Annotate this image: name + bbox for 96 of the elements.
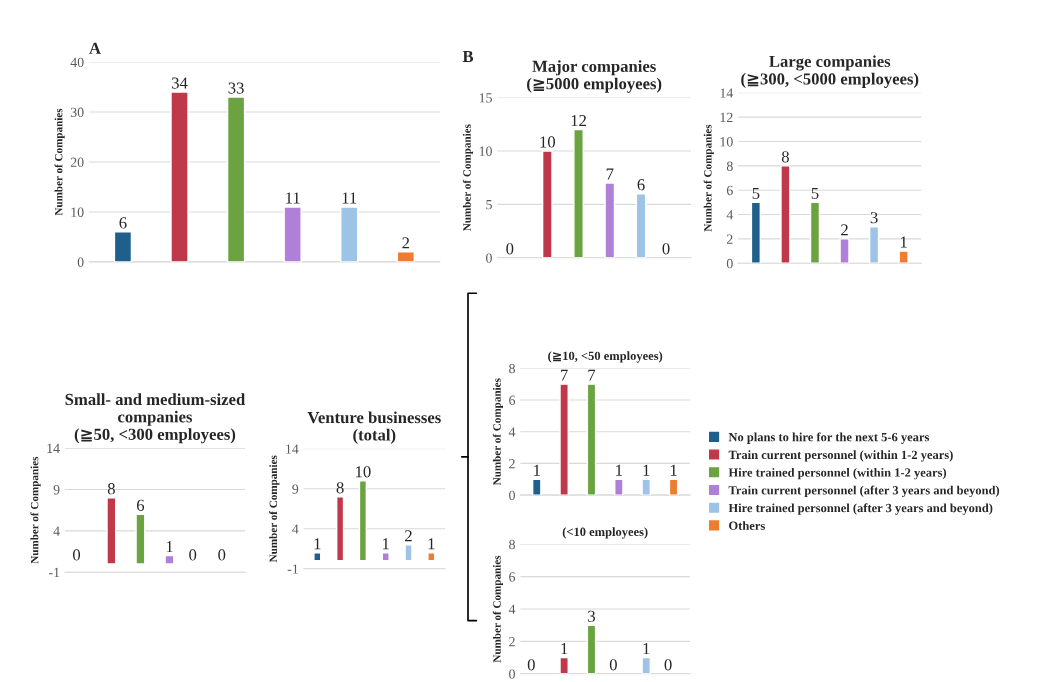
y-tick-label: 14 [47, 443, 60, 453]
y-tick-label: 5 [486, 200, 492, 210]
y-tick-label: 4 [726, 210, 734, 220]
y-tick-label: 20 [70, 157, 84, 167]
data-label: 5 [811, 187, 819, 199]
y-tick-label: 0 [726, 258, 733, 269]
data-label: 1 [428, 538, 435, 550]
y-tick-label: 9 [292, 484, 299, 494]
chart-title: Large companies (≧300, <5000 employees) [741, 55, 919, 89]
data-label: 1 [643, 464, 650, 476]
data-label: 7 [561, 369, 568, 381]
data-label: 10 [540, 136, 556, 148]
data-label: 7 [588, 369, 596, 381]
data-label: 3 [870, 212, 878, 224]
data-label: 12 [571, 114, 586, 127]
data-label: 0 [189, 549, 197, 561]
y-tick-label: 8 [509, 539, 515, 550]
data-label: 0 [662, 243, 670, 255]
data-label: 1 [900, 236, 907, 248]
data-label: 1 [383, 538, 389, 550]
legend-label: Hire trained personnel (within 1-2 years) [728, 467, 947, 480]
data-label: 2 [841, 224, 848, 236]
y-axis-title: Number of Companies [492, 378, 503, 486]
y-axis-title: Number of Companies [269, 455, 280, 563]
data-label: 0 [218, 549, 226, 561]
y-axis-title: Number of Companies [703, 124, 714, 232]
legend-label: Train current personnel (within 1-2 years) [728, 450, 953, 462]
y-tick-label: 6 [726, 185, 733, 196]
y-axis-title: Number of Companies [54, 108, 65, 216]
y-tick-label: 8 [509, 363, 515, 374]
data-label: 33 [228, 82, 244, 94]
data-label: 8 [107, 483, 115, 495]
data-label: 11 [342, 192, 357, 204]
data-label: 1 [616, 464, 623, 476]
data-label: 34 [171, 77, 188, 89]
chart-title: Small- and medium-sized companies (≧50, <300 employees) [65, 393, 246, 444]
y-tick-label: 2 [509, 637, 515, 647]
data-label: 1 [561, 643, 568, 655]
legend-label: No plans to hire for the next 5-6 years [728, 432, 930, 444]
chart-title: A [89, 42, 101, 54]
y-tick-label: 9 [53, 485, 60, 495]
data-label: 0 [527, 659, 535, 671]
data-label: 11 [286, 192, 300, 204]
y-tick-label: 12 [720, 112, 733, 122]
y-tick-label: 8 [726, 161, 733, 171]
y-axis-title: Number of Companies [30, 456, 41, 564]
y-tick-label: 4 [508, 604, 516, 614]
data-label: 1 [314, 538, 321, 550]
y-tick-label: 30 [70, 107, 84, 117]
y-tick-label: 4 [292, 524, 299, 534]
y-axis-title: Number of Companies [462, 124, 474, 232]
data-label: 0 [609, 659, 617, 671]
y-tick-label: 4 [508, 427, 516, 437]
data-label: 6 [119, 217, 127, 229]
data-label: 7 [606, 168, 614, 180]
data-label: 1 [534, 464, 540, 476]
y-tick-label: 10 [720, 137, 733, 147]
y-tick-label: 0 [77, 257, 84, 267]
data-label: 0 [664, 659, 672, 671]
legend-label: Hire trained personnel (after 3 years and beyond) [728, 503, 993, 515]
data-label: 1 [670, 464, 677, 476]
y-tick-label: -1 [49, 567, 60, 578]
y-tick-label: 15 [479, 93, 492, 103]
data-label: 3 [588, 610, 595, 622]
y-tick-label: 0 [509, 490, 515, 501]
chart-title: Venture businesses (total) [307, 411, 441, 444]
y-tick-label: 14 [286, 444, 299, 454]
y-axis-title: Number of Companies [492, 555, 503, 663]
data-label: 10 [356, 466, 371, 478]
data-label: 6 [136, 499, 145, 511]
y-tick-label: 0 [486, 253, 492, 263]
y-tick-label: 14 [720, 88, 734, 98]
data-label: 8 [336, 482, 344, 494]
y-tick-label: 0 [509, 669, 515, 679]
data-label: 2 [402, 237, 410, 249]
y-tick-label: 10 [479, 146, 492, 156]
y-tick-label: 6 [509, 572, 516, 582]
y-tick-label: 2 [509, 459, 515, 469]
y-tick-label: 40 [70, 57, 84, 68]
text: B [462, 51, 474, 62]
chart-title: (<10 employees) [562, 527, 648, 539]
chart-title: Major companies (≧5000 employees) [527, 60, 662, 93]
data-label: 1 [643, 643, 650, 655]
legend-label: Train current personnel (after 3 years and beyond) [728, 485, 1000, 498]
data-label: 5 [752, 187, 760, 199]
data-label: 1 [166, 541, 173, 553]
y-tick-label: 6 [509, 395, 516, 405]
data-label: 8 [781, 151, 789, 163]
y-tick-label: 4 [53, 526, 60, 536]
chart-title: (≧10, <50 employees) [548, 351, 663, 363]
data-label: 6 [637, 179, 645, 191]
y-tick-label: 10 [71, 207, 84, 217]
data-label: 2 [405, 530, 412, 542]
y-tick-label: 2 [726, 234, 733, 244]
legend-label: Others [729, 521, 765, 530]
y-tick-label: -1 [287, 564, 298, 574]
